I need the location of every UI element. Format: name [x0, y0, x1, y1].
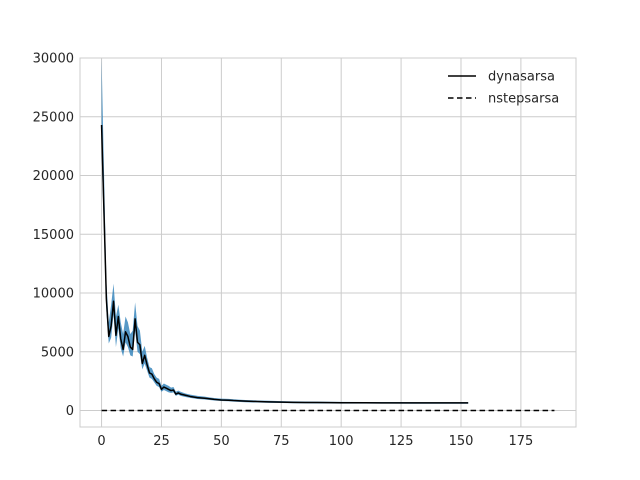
- y-tick-label: 25000: [33, 110, 74, 125]
- x-tick-label: 150: [449, 434, 474, 449]
- series-lines: [100, 124, 555, 412]
- legend-label-dynasarsa: dynasarsa: [488, 70, 555, 85]
- x-tick-label: 0: [97, 434, 105, 449]
- legend-label-nstepsarsa: nstepsarsa: [488, 92, 559, 107]
- x-tick-label: 50: [213, 434, 230, 449]
- plot-area: [80, 58, 576, 427]
- y-tick-label: 10000: [33, 287, 74, 302]
- y-tick-label: 5000: [41, 345, 74, 360]
- legend: dynasarsa nstepsarsa: [448, 70, 559, 107]
- x-tick-label: 125: [389, 434, 414, 449]
- x-tick-label: 175: [508, 434, 533, 449]
- y-tick-label: 15000: [33, 228, 74, 243]
- x-tick-label: 25: [153, 434, 170, 449]
- x-axis-ticks: 0 25 50 75 100 125 150 175: [97, 434, 533, 449]
- x-tick-label: 100: [329, 434, 354, 449]
- y-axis-ticks: 0 5000 10000 15000 20000 25000 30000: [33, 52, 74, 420]
- y-tick-label: 30000: [33, 52, 74, 67]
- plot-frame: [79, 57, 577, 428]
- x-tick-label: 75: [273, 434, 290, 449]
- y-tick-label: 0: [66, 404, 74, 419]
- y-tick-label: 20000: [33, 169, 74, 184]
- line-dynasarsa: [100, 124, 469, 404]
